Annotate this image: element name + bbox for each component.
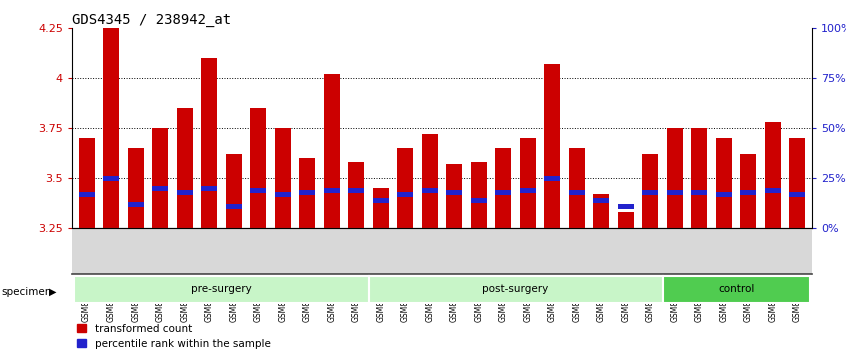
Bar [691, 129, 707, 228]
Bar [519, 138, 536, 228]
Bar [226, 154, 242, 228]
Bar [226, 204, 242, 209]
Bar [324, 188, 340, 193]
Bar [299, 190, 316, 195]
Bar [789, 138, 805, 228]
Bar [250, 108, 266, 228]
Bar [373, 188, 388, 228]
Bar [593, 198, 609, 203]
Bar [398, 192, 413, 197]
Bar [349, 162, 365, 228]
Bar [103, 176, 119, 181]
Bar [275, 129, 291, 228]
Bar [201, 186, 217, 191]
Bar [447, 190, 462, 195]
Bar [765, 188, 781, 193]
Bar [373, 198, 388, 203]
Bar [569, 148, 585, 228]
Bar [324, 74, 340, 228]
Bar [275, 192, 291, 197]
Bar [716, 138, 732, 228]
Bar [618, 212, 634, 228]
Bar [79, 192, 95, 197]
Bar [496, 148, 511, 228]
Legend: transformed count, percentile rank within the sample: transformed count, percentile rank withi… [77, 324, 271, 349]
Bar [398, 148, 413, 228]
Bar [716, 192, 732, 197]
Bar [544, 176, 560, 181]
Bar [422, 188, 437, 193]
Bar [569, 190, 585, 195]
Bar [152, 129, 168, 228]
Text: pre-surgery: pre-surgery [191, 284, 252, 295]
Bar [618, 204, 634, 209]
Text: post-surgery: post-surgery [482, 284, 549, 295]
Bar [128, 148, 144, 228]
Bar [662, 276, 810, 303]
Bar [642, 190, 658, 195]
Bar [667, 129, 683, 228]
Bar [471, 162, 486, 228]
Bar [496, 190, 511, 195]
Bar [789, 192, 805, 197]
Bar [177, 108, 193, 228]
Bar [422, 134, 437, 228]
Bar [79, 138, 95, 228]
Bar [642, 154, 658, 228]
Bar [519, 188, 536, 193]
Bar [103, 28, 119, 228]
Bar [740, 154, 756, 228]
Bar [765, 122, 781, 228]
Bar [593, 194, 609, 228]
Bar [201, 58, 217, 228]
Bar [128, 202, 144, 207]
Bar [691, 190, 707, 195]
Bar [447, 164, 462, 228]
Bar [471, 198, 486, 203]
Text: specimen: specimen [2, 287, 52, 297]
Bar [544, 64, 560, 228]
Bar [152, 186, 168, 191]
Bar [740, 190, 756, 195]
Bar [74, 276, 369, 303]
Text: ▶: ▶ [49, 287, 57, 297]
Text: control: control [718, 284, 755, 295]
Bar [177, 190, 193, 195]
Bar [369, 276, 662, 303]
Bar [250, 188, 266, 193]
Text: GDS4345 / 238942_at: GDS4345 / 238942_at [72, 13, 231, 27]
Bar [299, 158, 316, 228]
Bar [349, 188, 365, 193]
Bar [667, 190, 683, 195]
